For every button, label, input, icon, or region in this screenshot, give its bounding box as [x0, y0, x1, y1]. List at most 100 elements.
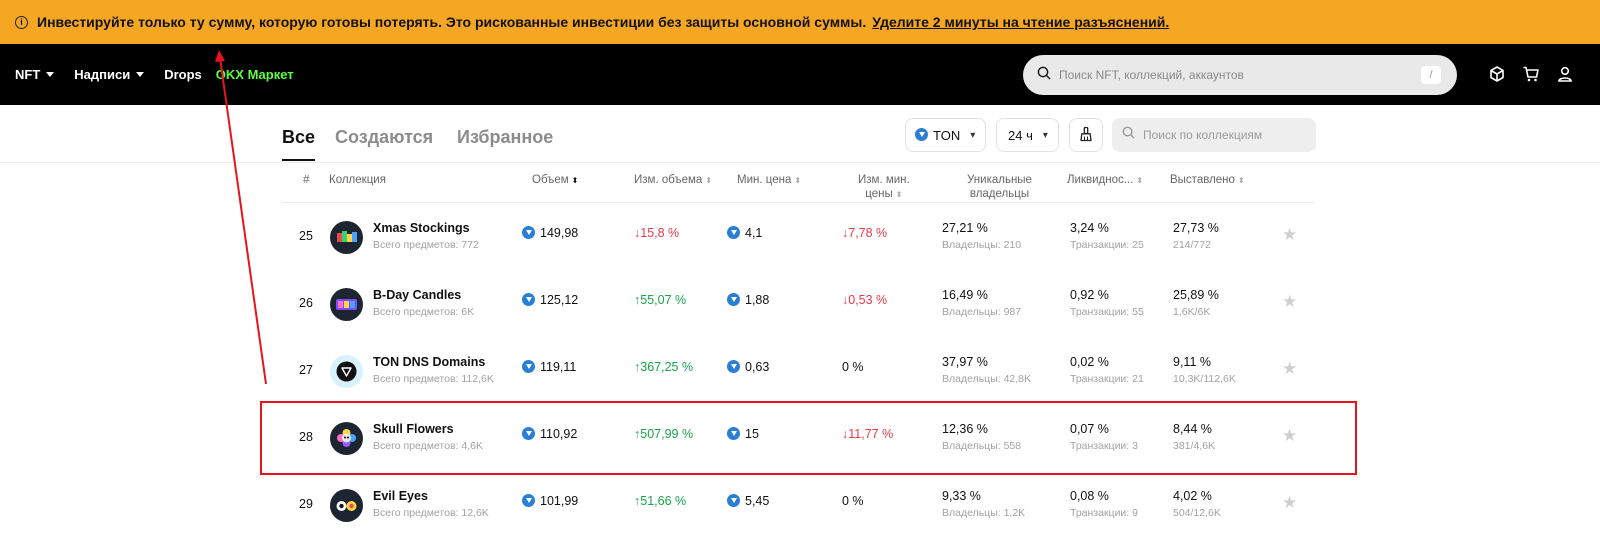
floor-change-cell: ↓11,77 % — [842, 427, 894, 441]
tab-favorites[interactable]: Избранное — [457, 127, 554, 147]
table-row[interactable]: 29 Evil Eyes Всего предметов: 12,6K 101,… — [282, 471, 1314, 538]
header-floor-change-line1: Изм. мин. — [858, 174, 910, 186]
owners-percent: 37,97 % — [942, 355, 988, 369]
header-owners-line1: Уникальные — [967, 174, 1032, 186]
header-volume-change[interactable]: Изм. объема ⬍ — [634, 173, 712, 188]
table-row[interactable]: 28 Skull Flowers Всего предметов: 4,6K 1… — [282, 404, 1314, 471]
collection-name[interactable]: Evil Eyes — [373, 489, 428, 503]
collection-items-count: Всего предметов: 112,6K — [373, 373, 494, 385]
volume-change-cell: ↑367,25 % — [634, 360, 694, 374]
table-row[interactable]: 25 Xmas Stockings Всего предметов: 772 1… — [282, 203, 1314, 270]
favorite-star-icon[interactable]: ★ — [1282, 292, 1298, 311]
collection-name[interactable]: Skull Flowers — [373, 422, 454, 436]
owners-count: Владельцы: 42,8K — [942, 373, 1032, 385]
nav-inscriptions-label: Надписи — [74, 67, 131, 82]
floor-price-cell: 15 — [727, 427, 759, 441]
owners-percent: 12,36 % — [942, 422, 988, 436]
row-rank: 25 — [299, 229, 313, 243]
listed-percent: 9,11 % — [1173, 355, 1211, 369]
header-rank: # — [303, 174, 310, 186]
row-rank: 26 — [299, 296, 313, 310]
liquidity-percent: 0,08 % — [1070, 489, 1109, 503]
ton-icon — [522, 293, 535, 307]
sweep-button[interactable] — [1069, 118, 1103, 152]
collection-items-count: Всего предметов: 772 — [373, 239, 479, 251]
caret-down-icon — [46, 72, 55, 77]
liquidity-percent: 0,92 % — [1070, 288, 1109, 302]
info-icon: i — [15, 15, 28, 29]
header-volume[interactable]: Объем ⬍ — [532, 173, 578, 188]
collection-search-input[interactable]: Поиск по коллекциям — [1112, 118, 1316, 152]
period-select[interactable]: 24 ч ▾ — [996, 118, 1059, 152]
floor-price-value: 5,45 — [745, 494, 770, 508]
row-rank: 29 — [299, 497, 313, 511]
favorite-star-icon[interactable]: ★ — [1282, 426, 1298, 445]
search-icon — [1122, 126, 1135, 144]
collections-tab-bar: Все Создаются Избранное TON ▾ 24 ч ▾ Пои… — [0, 105, 1600, 163]
volume-cell: 101,99 — [522, 494, 578, 508]
nav-drops-link[interactable]: Drops — [164, 67, 202, 82]
header-collection: Коллекция — [329, 174, 386, 186]
header-owners-line2: владельцы — [969, 188, 1030, 200]
header-liquidity-label: Ликвиднос... — [1067, 174, 1134, 186]
volume-cell: 110,92 — [522, 427, 577, 441]
volume-change-cell: ↓15,8 % — [634, 226, 680, 240]
favorite-star-icon[interactable]: ★ — [1282, 493, 1298, 512]
ton-icon — [727, 427, 740, 441]
nav-inscriptions-menu[interactable]: Надписи — [74, 67, 145, 82]
floor-price-value: 15 — [745, 427, 759, 441]
transactions-count: Транзакции: 21 — [1070, 373, 1144, 385]
user-icon[interactable] — [1555, 64, 1575, 84]
table-row[interactable]: 27 TON DNS Domains Всего предметов: 112,… — [282, 337, 1314, 404]
volume-change-cell: ↑507,99 % — [634, 427, 694, 441]
listed-percent: 25,89 % — [1173, 288, 1219, 302]
nav-nft-menu[interactable]: NFT — [15, 67, 55, 82]
owners-percent: 9,33 % — [942, 489, 981, 503]
chain-select[interactable]: TON ▾ — [905, 118, 986, 152]
risk-explanation-link[interactable]: Уделите 2 минуты на чтение разъяснений. — [872, 14, 1170, 30]
collection-items-count: Всего предметов: 4,6K — [373, 440, 483, 452]
cube-icon[interactable] — [1487, 64, 1507, 84]
tab-all[interactable]: Все — [282, 127, 316, 161]
transactions-count: Транзакции: 3 — [1070, 440, 1138, 452]
listed-percent: 8,44 % — [1173, 422, 1212, 436]
global-search-input[interactable]: Поиск NFT, коллекций, аккаунтов / — [1023, 55, 1457, 95]
nav-okx-market-link[interactable]: OKX Маркет — [215, 67, 294, 82]
collection-name[interactable]: B-Day Candles — [373, 288, 462, 302]
ton-icon — [522, 226, 535, 240]
header-listed[interactable]: Выставлено ⬍ — [1170, 173, 1245, 188]
volume-value: 101,99 — [540, 494, 579, 508]
collection-items-count: Всего предметов: 12,6K — [373, 507, 489, 519]
listed-count: 10,3K/112,6K — [1173, 373, 1236, 385]
search-placeholder: Поиск NFT, коллекций, аккаунтов — [1059, 68, 1244, 82]
cart-icon[interactable] — [1521, 64, 1541, 84]
ton-icon — [522, 427, 535, 441]
chevron-down-icon: ▾ — [970, 129, 976, 141]
favorite-star-icon[interactable]: ★ — [1282, 225, 1298, 244]
favorite-star-icon[interactable]: ★ — [1282, 359, 1298, 378]
tab-minting[interactable]: Создаются — [335, 127, 434, 147]
table-header: # Коллекция Объем ⬍ Изм. объема ⬍ Мин. цен… — [282, 164, 1314, 203]
table-row[interactable]: 26 B-Day Candles Всего предметов: 6K 125… — [282, 270, 1314, 337]
ton-icon — [522, 360, 535, 374]
collection-avatar — [330, 288, 363, 321]
header-liquidity[interactable]: Ликвиднос... ⬍ — [1067, 173, 1143, 188]
broom-icon — [1078, 126, 1094, 145]
owners-percent: 16,49 % — [942, 288, 988, 302]
listed-count: 1,6K/6K — [1173, 306, 1211, 318]
listed-count: 214/772 — [1173, 239, 1211, 251]
floor-change-cell: 0 % — [842, 360, 864, 374]
collection-name[interactable]: TON DNS Domains — [373, 355, 486, 369]
sort-icon: ⬍ — [1237, 176, 1245, 185]
header-listed-label: Выставлено — [1170, 174, 1235, 186]
collection-name[interactable]: Xmas Stockings — [373, 221, 470, 235]
floor-price-value: 1,88 — [745, 293, 770, 307]
collection-search-placeholder: Поиск по коллекциям — [1143, 128, 1263, 142]
listed-percent: 4,02 % — [1173, 489, 1212, 503]
header-floor-change[interactable]: Изм. мин. цены ⬍ — [858, 173, 910, 202]
collections-table: # Коллекция Объем ⬍ Изм. объема ⬍ Мин. цен… — [282, 164, 1314, 538]
floor-price-cell: 5,45 — [727, 494, 769, 508]
volume-value: 125,12 — [540, 293, 579, 307]
header-floor-price[interactable]: Мин. цена ⬍ — [737, 173, 801, 188]
floor-price-cell: 4,1 — [727, 226, 762, 240]
